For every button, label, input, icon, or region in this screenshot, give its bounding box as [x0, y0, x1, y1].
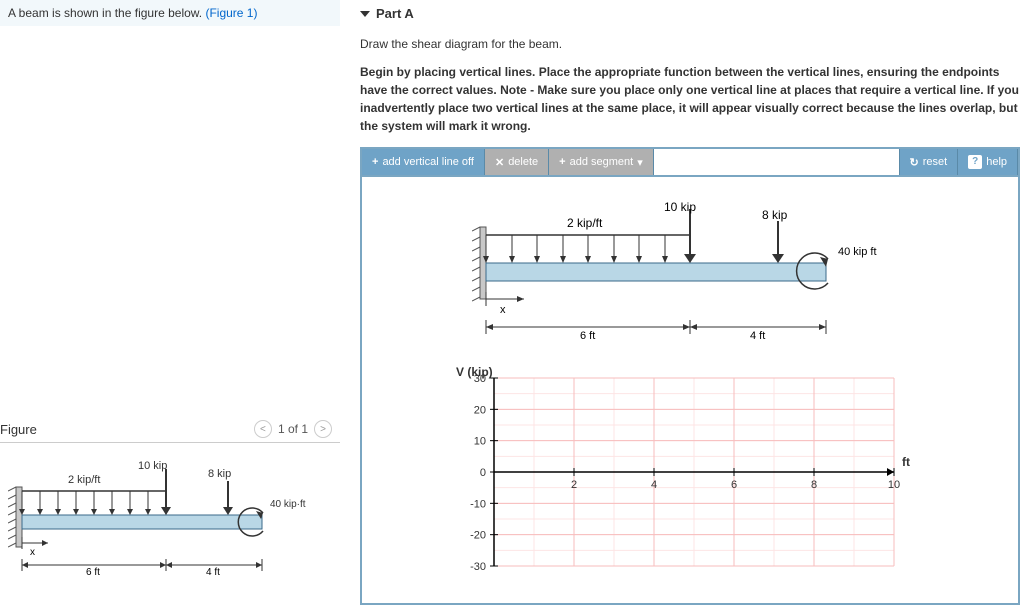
svg-text:2 kip/ft: 2 kip/ft: [68, 474, 100, 486]
svg-text:x: x: [30, 547, 35, 558]
svg-text:4 ft: 4 ft: [750, 330, 765, 342]
svg-text:-20: -20: [470, 530, 486, 542]
svg-text:V (kip): V (kip): [456, 365, 493, 379]
figure-title: Figure: [0, 422, 37, 437]
svg-text:4: 4: [651, 479, 657, 491]
figure-header: Figure < 1 of 1 >: [0, 416, 340, 443]
svg-text:ft: ft: [902, 455, 910, 469]
figure-link[interactable]: (Figure 1): [205, 6, 257, 20]
svg-text:8: 8: [811, 479, 817, 491]
add-vertical-line-button[interactable]: +add vertical line off: [362, 149, 485, 175]
svg-text:8 kip: 8 kip: [762, 208, 788, 222]
part-label: Part A: [376, 6, 414, 21]
instructions: Draw the shear diagram for the beam. Beg…: [360, 27, 1020, 147]
figure-body: 2 kip/ft 10 kip 8 kip 40 kip·ft x 6 ft 4…: [0, 443, 340, 577]
svg-text:10: 10: [888, 479, 900, 491]
problem-prompt: A beam is shown in the figure below. (Fi…: [0, 0, 340, 26]
left-column: A beam is shown in the figure below. (Fi…: [0, 0, 340, 605]
svg-text:4 ft: 4 ft: [206, 567, 220, 577]
reset-button[interactable]: ↻reset: [899, 149, 959, 175]
svg-text:6: 6: [731, 479, 737, 491]
figure-page-label: 1 of 1: [278, 422, 308, 436]
beam-diagram-small: 2 kip/ft 10 kip 8 kip 40 kip·ft x 6 ft 4…: [8, 457, 308, 577]
svg-text:2: 2: [571, 479, 577, 491]
svg-text:6 ft: 6 ft: [86, 567, 100, 577]
svg-text:-10: -10: [470, 498, 486, 510]
drawing-toolbar: +add vertical line off ✕delete +add segm…: [360, 147, 1020, 175]
add-segment-button[interactable]: +add segment▾: [549, 149, 654, 175]
caret-down-icon: [360, 11, 370, 17]
right-column: Part A Draw the shear diagram for the be…: [340, 0, 1024, 605]
delete-button[interactable]: ✕delete: [485, 149, 549, 175]
instruction-line-1: Draw the shear diagram for the beam.: [360, 35, 1020, 53]
svg-text:20: 20: [474, 404, 486, 416]
instruction-line-2: Begin by placing vertical lines. Place t…: [360, 63, 1020, 135]
figure-pager: < 1 of 1 >: [254, 420, 332, 438]
svg-text:6 ft: 6 ft: [580, 330, 595, 342]
svg-text:8 kip: 8 kip: [208, 468, 231, 480]
toolbar-spacer: [654, 149, 899, 175]
figure-prev-button[interactable]: <: [254, 420, 272, 438]
part-a-header[interactable]: Part A: [360, 0, 1020, 27]
drawing-canvas[interactable]: 2 kip/ft 10 kip 8 kip 40 kip ft x 6 ft 4…: [360, 175, 1020, 605]
beam-diagram-large: 2 kip/ft 10 kip 8 kip 40 kip ft x 6 ft 4…: [362, 177, 1018, 350]
prompt-text: A beam is shown in the figure below.: [8, 6, 205, 20]
svg-text:-30: -30: [470, 561, 486, 573]
svg-text:x: x: [500, 304, 506, 316]
svg-text:10 kip: 10 kip: [138, 460, 167, 472]
svg-text:10 kip: 10 kip: [664, 200, 696, 214]
shear-chart[interactable]: 246810-30-20-100102030V (kip)ft: [362, 350, 1018, 593]
svg-text:2 kip/ft: 2 kip/ft: [567, 216, 603, 230]
svg-text:0: 0: [480, 467, 486, 479]
help-button[interactable]: ?help: [958, 149, 1018, 175]
svg-text:40 kip·ft: 40 kip·ft: [270, 499, 306, 510]
figure-next-button[interactable]: >: [314, 420, 332, 438]
svg-text:40 kip ft: 40 kip ft: [838, 246, 877, 258]
svg-text:10: 10: [474, 436, 486, 448]
